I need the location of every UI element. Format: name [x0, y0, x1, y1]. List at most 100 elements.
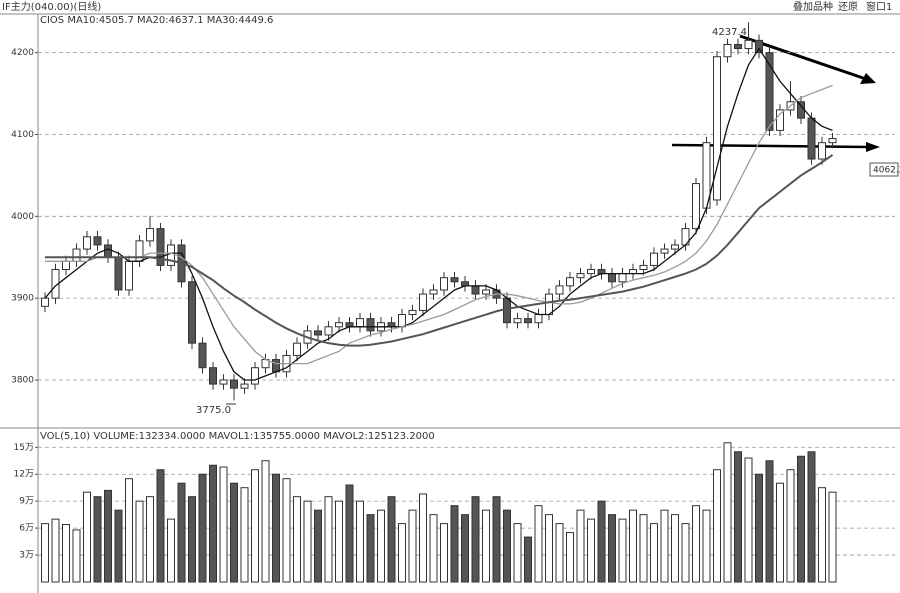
volume-bar [303, 500, 312, 583]
candle-body [146, 228, 154, 242]
candle-body [209, 367, 217, 385]
candle-body [41, 297, 49, 307]
candle-body [114, 256, 123, 291]
arrow-head [866, 142, 880, 152]
candle-body [566, 277, 574, 287]
volume-bar [72, 529, 81, 583]
volume-bar [597, 500, 606, 583]
price-tag-box [869, 162, 899, 177]
volume-bar [366, 514, 375, 583]
candle-body [356, 318, 364, 328]
candle-body [639, 264, 648, 271]
volume-bar [713, 469, 721, 583]
volume-bar [188, 496, 196, 583]
candle-body [198, 342, 207, 369]
y-tick-label: 12万 [14, 470, 34, 480]
volume-bar [293, 496, 301, 583]
candle-body [534, 314, 543, 324]
volume-bar [261, 460, 270, 583]
volume-bar [576, 509, 585, 583]
volume-bar [429, 514, 438, 583]
candle-body [671, 244, 679, 250]
volume-bar [219, 466, 228, 583]
volume-bar [93, 496, 102, 583]
volume-bar [314, 509, 322, 583]
candle-body [219, 379, 228, 385]
candle-body [125, 260, 133, 291]
volume-bar [660, 509, 669, 583]
volume-bar [251, 469, 259, 583]
volume-bar [723, 442, 732, 583]
candle-body [576, 273, 585, 279]
volume-bar [282, 478, 291, 583]
arrow-head [860, 73, 876, 84]
volume-bar [177, 482, 186, 583]
candle-body [545, 293, 553, 316]
volume-bar [587, 518, 595, 583]
volume-bar [513, 523, 522, 583]
volume-bar [702, 509, 711, 583]
volume-bar [545, 514, 553, 583]
candle-body [104, 244, 112, 258]
volume-bar [41, 523, 49, 583]
moving-average [44, 47, 833, 381]
volume-bar [492, 496, 501, 583]
candle-body [188, 281, 196, 344]
volume-bar [734, 451, 742, 583]
y-tick-label: 9万 [19, 497, 34, 507]
annotation: 4237.4 [712, 27, 747, 38]
tool[interactable]: 窗口1 [866, 0, 892, 13]
candle-body [324, 326, 333, 336]
volume-bar [629, 509, 637, 583]
volume-bar [755, 473, 763, 583]
candle-body [450, 277, 459, 283]
candle-body [408, 309, 417, 316]
volume-bar [398, 523, 406, 583]
candle-body [419, 293, 427, 311]
volume-bar [461, 514, 469, 583]
candle-body [650, 252, 658, 266]
candle-body [807, 117, 816, 160]
candle-body [765, 52, 774, 131]
tool[interactable]: 还原 [838, 1, 858, 13]
candle-body [167, 244, 175, 266]
candle-body [251, 367, 259, 385]
volume-bar [198, 473, 207, 583]
volume-bar [639, 514, 648, 583]
candle-body [293, 342, 301, 356]
volume-bar [345, 484, 354, 583]
y-tick-label: 15万 [14, 443, 34, 453]
y-tick-label: 6万 [19, 524, 34, 534]
volume-bar [744, 457, 753, 583]
candle-body [240, 383, 249, 389]
volume-bar [387, 496, 396, 583]
volume-bar [471, 496, 480, 583]
candle-body [482, 289, 490, 295]
candle-body [776, 109, 784, 131]
volume-bar [534, 505, 543, 583]
volume-bar [62, 524, 70, 583]
volume-bar [671, 514, 679, 583]
volume-bar [608, 514, 616, 583]
volume-bar [104, 489, 112, 583]
indicator-text: VOL(5,10) VOLUME:132334.0000 MAVOL1:1357… [40, 431, 435, 442]
volume-bar [807, 451, 816, 583]
candle-body [398, 314, 406, 328]
volume-bar [440, 523, 448, 583]
candle-body [314, 330, 322, 336]
volume-bar [618, 518, 627, 583]
volume-bar [335, 500, 343, 583]
candle-body [230, 379, 238, 389]
candle-body [723, 43, 732, 58]
volume-bar [324, 496, 333, 583]
candle-body [83, 236, 91, 250]
tool[interactable]: 叠加品种 [793, 0, 833, 13]
volume-bar [377, 509, 385, 583]
volume-bar [482, 509, 490, 583]
annotation: 3775.0 [196, 405, 231, 416]
y-tick-label: 4000 [11, 212, 34, 222]
candle-body [713, 56, 721, 201]
volume-bar [555, 523, 564, 583]
candle-body [72, 248, 81, 262]
candle-body [587, 269, 595, 275]
